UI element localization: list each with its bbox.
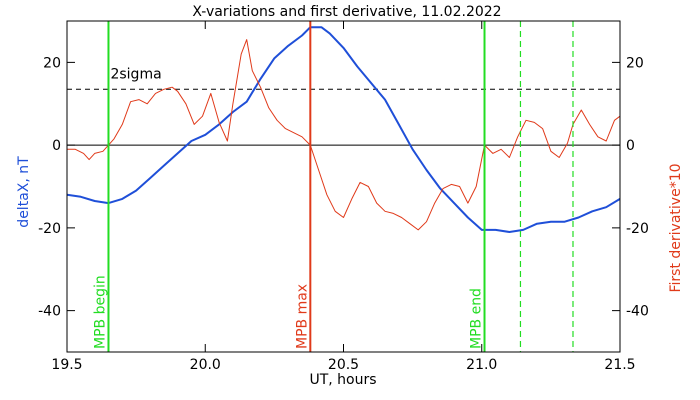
y-tick-label-right: 0 — [626, 138, 635, 154]
y-tick-label-right: -40 — [626, 304, 649, 320]
y-tick-label-left: 20 — [43, 55, 61, 71]
marker-label: MPB end — [469, 288, 485, 349]
y-tick-label-left: 0 — [52, 138, 61, 154]
y-tick-label-left: -20 — [38, 221, 61, 237]
x-tick-label: 20.0 — [190, 357, 221, 373]
x-axis-label: UT, hours — [309, 372, 376, 388]
sigma-label: 2sigma — [110, 66, 161, 82]
x-tick-label: 21.5 — [604, 357, 635, 373]
y-tick-label-left: -40 — [38, 304, 61, 320]
marker-label: MPB begin — [92, 275, 108, 349]
derivative-series-line — [67, 39, 621, 231]
deltax-series-line — [66, 26, 621, 233]
marker-label: MPB max — [294, 284, 310, 349]
chart-title: X-variations and first derivative, 11.02… — [192, 4, 501, 20]
y-tick-label-right: 20 — [626, 55, 644, 71]
y-axis-label-left: deltaX, nT — [16, 156, 32, 228]
x-tick-label: 20.5 — [328, 357, 359, 373]
plot-frame — [66, 20, 621, 353]
x-tick-label: 21.0 — [466, 357, 497, 373]
y-axis-label-right: First derivative*10 — [668, 163, 684, 292]
x-tick-label: 19.5 — [51, 357, 82, 373]
y-tick-label-right: -20 — [626, 221, 649, 237]
